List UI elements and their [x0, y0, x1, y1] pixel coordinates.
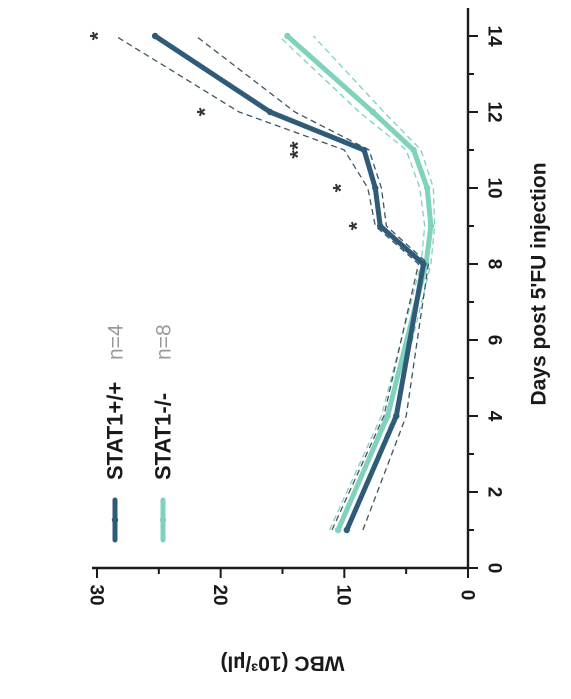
series-stat1-wt — [115, 32, 430, 534]
significance-marker: * — [86, 31, 111, 40]
error-band-upper — [115, 35, 420, 531]
significance-annotations: ****** — [86, 31, 370, 230]
series-line — [152, 33, 426, 533]
error-band-lower — [195, 35, 430, 531]
significance-marker: ** — [286, 141, 311, 159]
y-tick-label: 10 — [333, 584, 354, 605]
series-stat1-ko — [278, 32, 436, 534]
data-point — [424, 184, 431, 192]
data-point — [420, 260, 427, 268]
series-line — [284, 33, 434, 533]
x-tick-label: 10 — [483, 177, 504, 198]
data-point — [266, 108, 274, 116]
plot-area — [115, 32, 436, 534]
legend-label: STAT1+/+ — [103, 382, 128, 480]
x-tick-label: 6 — [483, 335, 504, 346]
error-band-lower — [312, 35, 436, 531]
data-point — [393, 412, 400, 420]
x-tick-label: 0 — [483, 563, 504, 574]
data-point — [372, 184, 379, 192]
y-axis-title: WBC (10³/µl) — [220, 652, 344, 675]
data-point — [384, 412, 391, 420]
data-point — [377, 222, 384, 230]
x-tick-label: 14 — [483, 25, 504, 47]
axes: 0 2 4 6 8 10 12 14 0 10 20 30 Days post 5'FU injecti… — [85, 8, 550, 675]
legend-label: STAT1-/- — [151, 393, 176, 480]
x-tick-label: 2 — [483, 487, 504, 498]
legend-item-stat1-ko: STAT1-/- n=8 — [151, 324, 176, 543]
x-axis-title: Days post 5'FU injection — [527, 162, 550, 405]
data-point — [284, 32, 291, 40]
data-point — [427, 222, 435, 230]
y-tick-label: 30 — [85, 584, 106, 605]
legend-n-label: n=8 — [152, 324, 175, 360]
x-tick-label: 12 — [483, 101, 504, 122]
x-tick-label: 8 — [483, 259, 504, 270]
error-band-upper — [278, 35, 426, 531]
data-point — [151, 32, 159, 40]
significance-marker: * — [329, 183, 354, 192]
legend-marker — [111, 516, 119, 524]
x-tick-label: 4 — [483, 411, 504, 422]
significance-marker: * — [345, 221, 370, 230]
data-point — [343, 526, 350, 534]
legend-n-label: n=4 — [104, 324, 127, 360]
legend-marker — [159, 516, 167, 524]
y-tick-label: 0 — [456, 590, 477, 601]
legend-item-stat1-wt: STAT1+/+ n=4 — [103, 324, 128, 543]
data-point — [410, 146, 417, 154]
data-point — [334, 526, 342, 534]
data-point — [360, 146, 368, 154]
legend: STAT1+/+ n=4 STAT1-/- n=8 — [103, 324, 176, 543]
y-tick-label: 20 — [209, 584, 230, 605]
significance-marker: * — [193, 107, 218, 116]
data-point — [369, 108, 376, 116]
